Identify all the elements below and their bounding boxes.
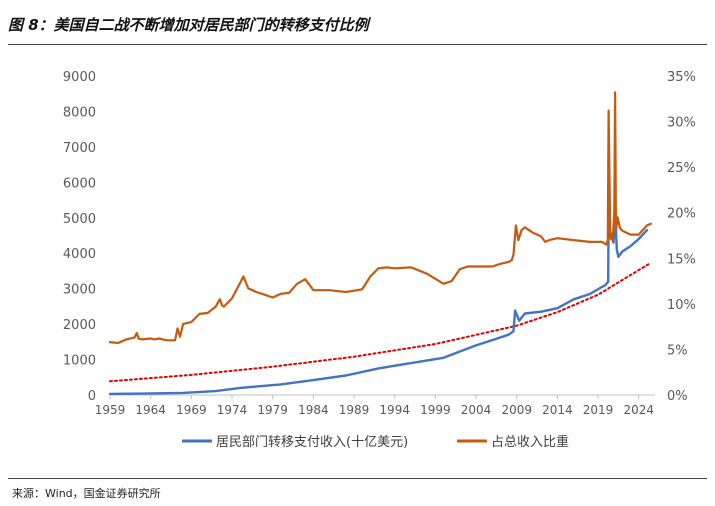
x-tick-label: 1959 xyxy=(95,403,126,417)
chart-axes: 0 1000 2000 3000 4000 5000 6000 7000 8000 9000 0% 5… xyxy=(63,70,696,417)
y-right-tick-label: 5% xyxy=(667,343,688,358)
chart-title: 图 8：美国自二战不断增加对居民部门的转移支付比例 xyxy=(8,16,369,34)
x-tick-label: 1994 xyxy=(379,403,410,417)
y-left-tick-label: 0 xyxy=(88,389,96,404)
y-right-tick-label: 0% xyxy=(667,389,688,404)
x-tick-label: 2004 xyxy=(461,403,492,417)
dual-axis-line-chart: 0 1000 2000 3000 4000 5000 6000 7000 8000 9000 0% 5… xyxy=(63,70,696,450)
x-tick-label: 1989 xyxy=(339,403,370,417)
y-right-tick-label: 30% xyxy=(667,116,696,131)
x-tick-label: 2014 xyxy=(542,403,573,417)
x-tick-label: 1969 xyxy=(176,403,207,417)
x-tick-label: 1964 xyxy=(135,403,166,417)
y-left-tick-label: 8000 xyxy=(63,105,96,120)
x-tick-label: 1974 xyxy=(217,403,248,417)
top-rule xyxy=(8,44,707,45)
source-note: 来源：Wind，国金证券研究所 xyxy=(12,487,161,500)
y-left-tick-label: 1000 xyxy=(63,354,96,369)
legend-label-share-of-income: 占总收入比重 xyxy=(491,434,569,450)
y-right-tick-label: 15% xyxy=(667,252,696,267)
x-tick-label: 2019 xyxy=(583,403,614,417)
series-share-of-income-line xyxy=(108,91,652,345)
y-right-tick-label: 10% xyxy=(667,298,696,313)
y-left-tick-label: 9000 xyxy=(63,70,96,85)
y-left-tick-label: 6000 xyxy=(63,176,96,191)
y-left-tick-label: 7000 xyxy=(63,141,96,156)
y-right-tick-label: 25% xyxy=(667,161,696,176)
legend-label-transfer-income: 居民部门转移支付收入(十亿美元) xyxy=(216,435,408,450)
y-left-tick-label: 2000 xyxy=(63,318,96,333)
x-tick-label: 1979 xyxy=(257,403,288,417)
chart-legend: 居民部门转移支付收入(十亿美元) 占总收入比重 xyxy=(182,434,569,450)
chart-plot-area xyxy=(108,91,652,396)
y-left-tick-label: 4000 xyxy=(63,247,96,262)
bottom-rule xyxy=(8,478,707,479)
x-tick-label: 1999 xyxy=(420,403,451,417)
series-trend-dotted-line xyxy=(109,261,652,383)
x-tick-label: 2009 xyxy=(501,403,532,417)
x-tick-label: 1984 xyxy=(298,403,329,417)
x-tick-label: 2024 xyxy=(623,403,654,417)
y-left-tick-label: 5000 xyxy=(63,212,96,227)
series-transfer-income-line xyxy=(108,205,649,396)
y-left-tick-label: 3000 xyxy=(63,283,96,298)
y-right-tick-label: 20% xyxy=(667,207,696,222)
y-right-tick-label: 35% xyxy=(667,70,696,85)
